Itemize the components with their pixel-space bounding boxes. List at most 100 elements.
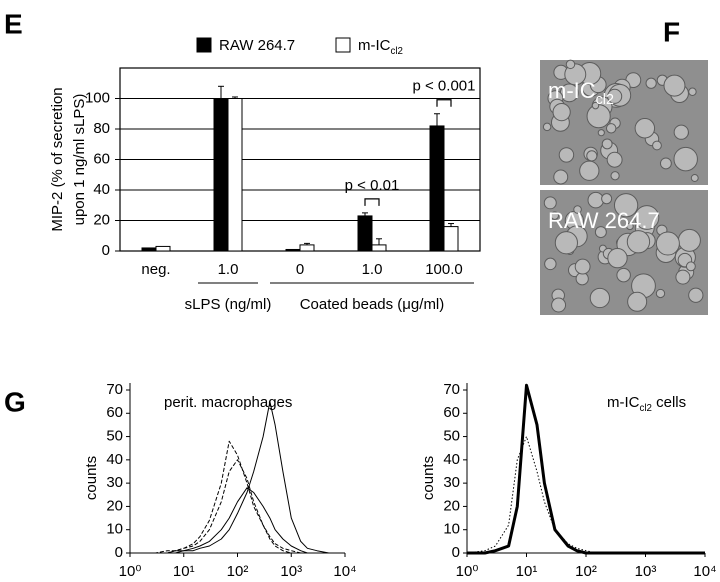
- plot-annotation-part: perit. macrophages: [164, 394, 292, 411]
- cell: [553, 169, 569, 185]
- plot-annotation-part: m-IC: [607, 394, 640, 411]
- group-label: sLPS (ng/ml): [185, 296, 272, 313]
- y-tick-label: 40: [106, 451, 123, 468]
- bar: [371, 244, 387, 252]
- legend-swatch: [335, 37, 351, 53]
- x-tick-label: 10¹: [516, 563, 538, 580]
- panel-label: E: [4, 8, 23, 39]
- legend-label-part: m-IC: [358, 37, 391, 54]
- histogram-line: [130, 459, 345, 554]
- cell: [589, 287, 611, 309]
- cell: [688, 87, 697, 96]
- x-tick-label: 10⁰: [456, 563, 479, 580]
- cell: [690, 174, 699, 182]
- error-bar: [376, 238, 382, 245]
- cell: [607, 88, 623, 104]
- cell: [655, 231, 680, 256]
- error-bar: [362, 212, 368, 216]
- cell: [551, 297, 567, 313]
- y-tick-label: 100: [85, 89, 110, 106]
- x-tick-label: neg.: [141, 261, 170, 278]
- cell: [685, 261, 696, 272]
- cell: [543, 196, 557, 210]
- micrograph: [540, 190, 708, 315]
- y-tick-label: 60: [93, 150, 110, 167]
- legend-label-subscript: cl2: [391, 46, 403, 57]
- plot-annotation: perit. macrophages: [164, 394, 292, 411]
- cell: [587, 191, 605, 209]
- cell: [688, 287, 704, 303]
- cell: [579, 160, 600, 181]
- x-tick-label: 10³: [635, 563, 657, 580]
- cell: [564, 63, 587, 86]
- cell: [594, 226, 607, 239]
- x-tick-label: 10⁰: [119, 563, 142, 580]
- group-label: Coated beads (μg/ml): [300, 296, 445, 313]
- cell: [554, 231, 578, 255]
- micrograph: [540, 59, 708, 185]
- cell: [663, 74, 686, 97]
- plot-annotation-subscript: cl2: [640, 403, 652, 414]
- cell: [550, 211, 559, 220]
- cell: [552, 102, 571, 122]
- bar: [429, 125, 445, 252]
- y-tick-label: 20: [443, 497, 460, 514]
- cell: [626, 230, 651, 254]
- y-tick-label: 30: [106, 474, 123, 491]
- y-tick-label: 60: [443, 404, 460, 421]
- image-label-part: RAW 264.7: [548, 208, 660, 233]
- bar: [141, 247, 157, 252]
- cell: [601, 138, 613, 150]
- cell: [542, 122, 552, 132]
- histogram-line: [467, 383, 705, 555]
- y-tick-label: 20: [93, 211, 110, 228]
- histogram-line: [130, 487, 345, 554]
- image-label: RAW 264.7: [548, 208, 660, 233]
- y-tick-label: 50: [106, 428, 123, 445]
- cell: [601, 193, 613, 205]
- panel-label: F: [663, 16, 680, 47]
- cell: [607, 247, 628, 269]
- cell: [627, 291, 648, 312]
- bar: [227, 98, 243, 252]
- x-tick-label: 10¹: [173, 563, 195, 580]
- histogram-line: [130, 440, 345, 554]
- legend-swatch: [196, 37, 212, 53]
- panel-label: G: [4, 386, 26, 417]
- image-label-part: m-IC: [548, 78, 596, 103]
- y-tick-label: 70: [106, 381, 123, 398]
- y-tick-label: 40: [93, 181, 110, 198]
- y-tick-label: 60: [106, 404, 123, 421]
- bar: [285, 248, 301, 252]
- bar: [443, 226, 459, 252]
- error-bar: [304, 242, 310, 245]
- y-axis-label: counts: [420, 456, 437, 500]
- cell: [586, 150, 598, 162]
- y-axis-label: counts: [83, 456, 100, 500]
- legend-label-part: RAW 264.7: [219, 37, 295, 54]
- cell: [605, 123, 617, 134]
- cell: [634, 205, 660, 230]
- significance-bracket: [364, 198, 380, 206]
- cell: [606, 151, 623, 168]
- cell: [591, 101, 600, 110]
- cell: [634, 118, 656, 139]
- error-bar: [232, 96, 238, 99]
- cell: [597, 129, 605, 137]
- y-tick-label: 0: [115, 544, 123, 561]
- significance-label: p < 0.001: [413, 78, 476, 95]
- error-bar: [448, 223, 454, 227]
- cell: [613, 193, 639, 218]
- x-tick-label: 10²: [227, 563, 249, 580]
- x-tick-label: 10³: [280, 563, 302, 580]
- plot-annotation-part: cells: [652, 394, 686, 411]
- y-tick-label: 50: [443, 428, 460, 445]
- bar: [357, 215, 373, 252]
- x-tick-label: 1.0: [362, 261, 383, 278]
- error-bar: [218, 85, 224, 99]
- cell: [574, 258, 591, 275]
- x-tick-label: 10²: [575, 563, 597, 580]
- significance-label: p < 0.01: [345, 177, 400, 194]
- y-tick-label: 0: [102, 242, 110, 259]
